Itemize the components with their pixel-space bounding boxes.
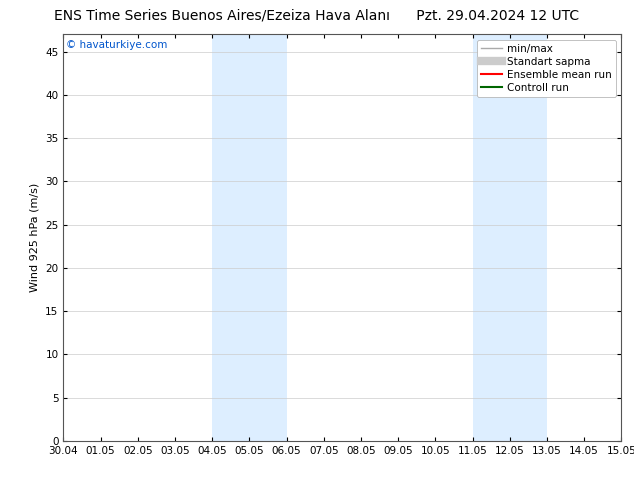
Text: © havaturkiye.com: © havaturkiye.com (66, 40, 167, 50)
Y-axis label: Wind 925 hPa (m/s): Wind 925 hPa (m/s) (30, 183, 40, 292)
Bar (212, 34, 287, 441)
Text: ENS Time Series Buenos Aires/Ezeiza Hava Alanı      Pzt. 29.04.2024 12 UTC: ENS Time Series Buenos Aires/Ezeiza Hava… (55, 9, 579, 23)
Bar (472, 34, 547, 441)
Legend: min/max, Standart sapma, Ensemble mean run, Controll run: min/max, Standart sapma, Ensemble mean r… (477, 40, 616, 97)
